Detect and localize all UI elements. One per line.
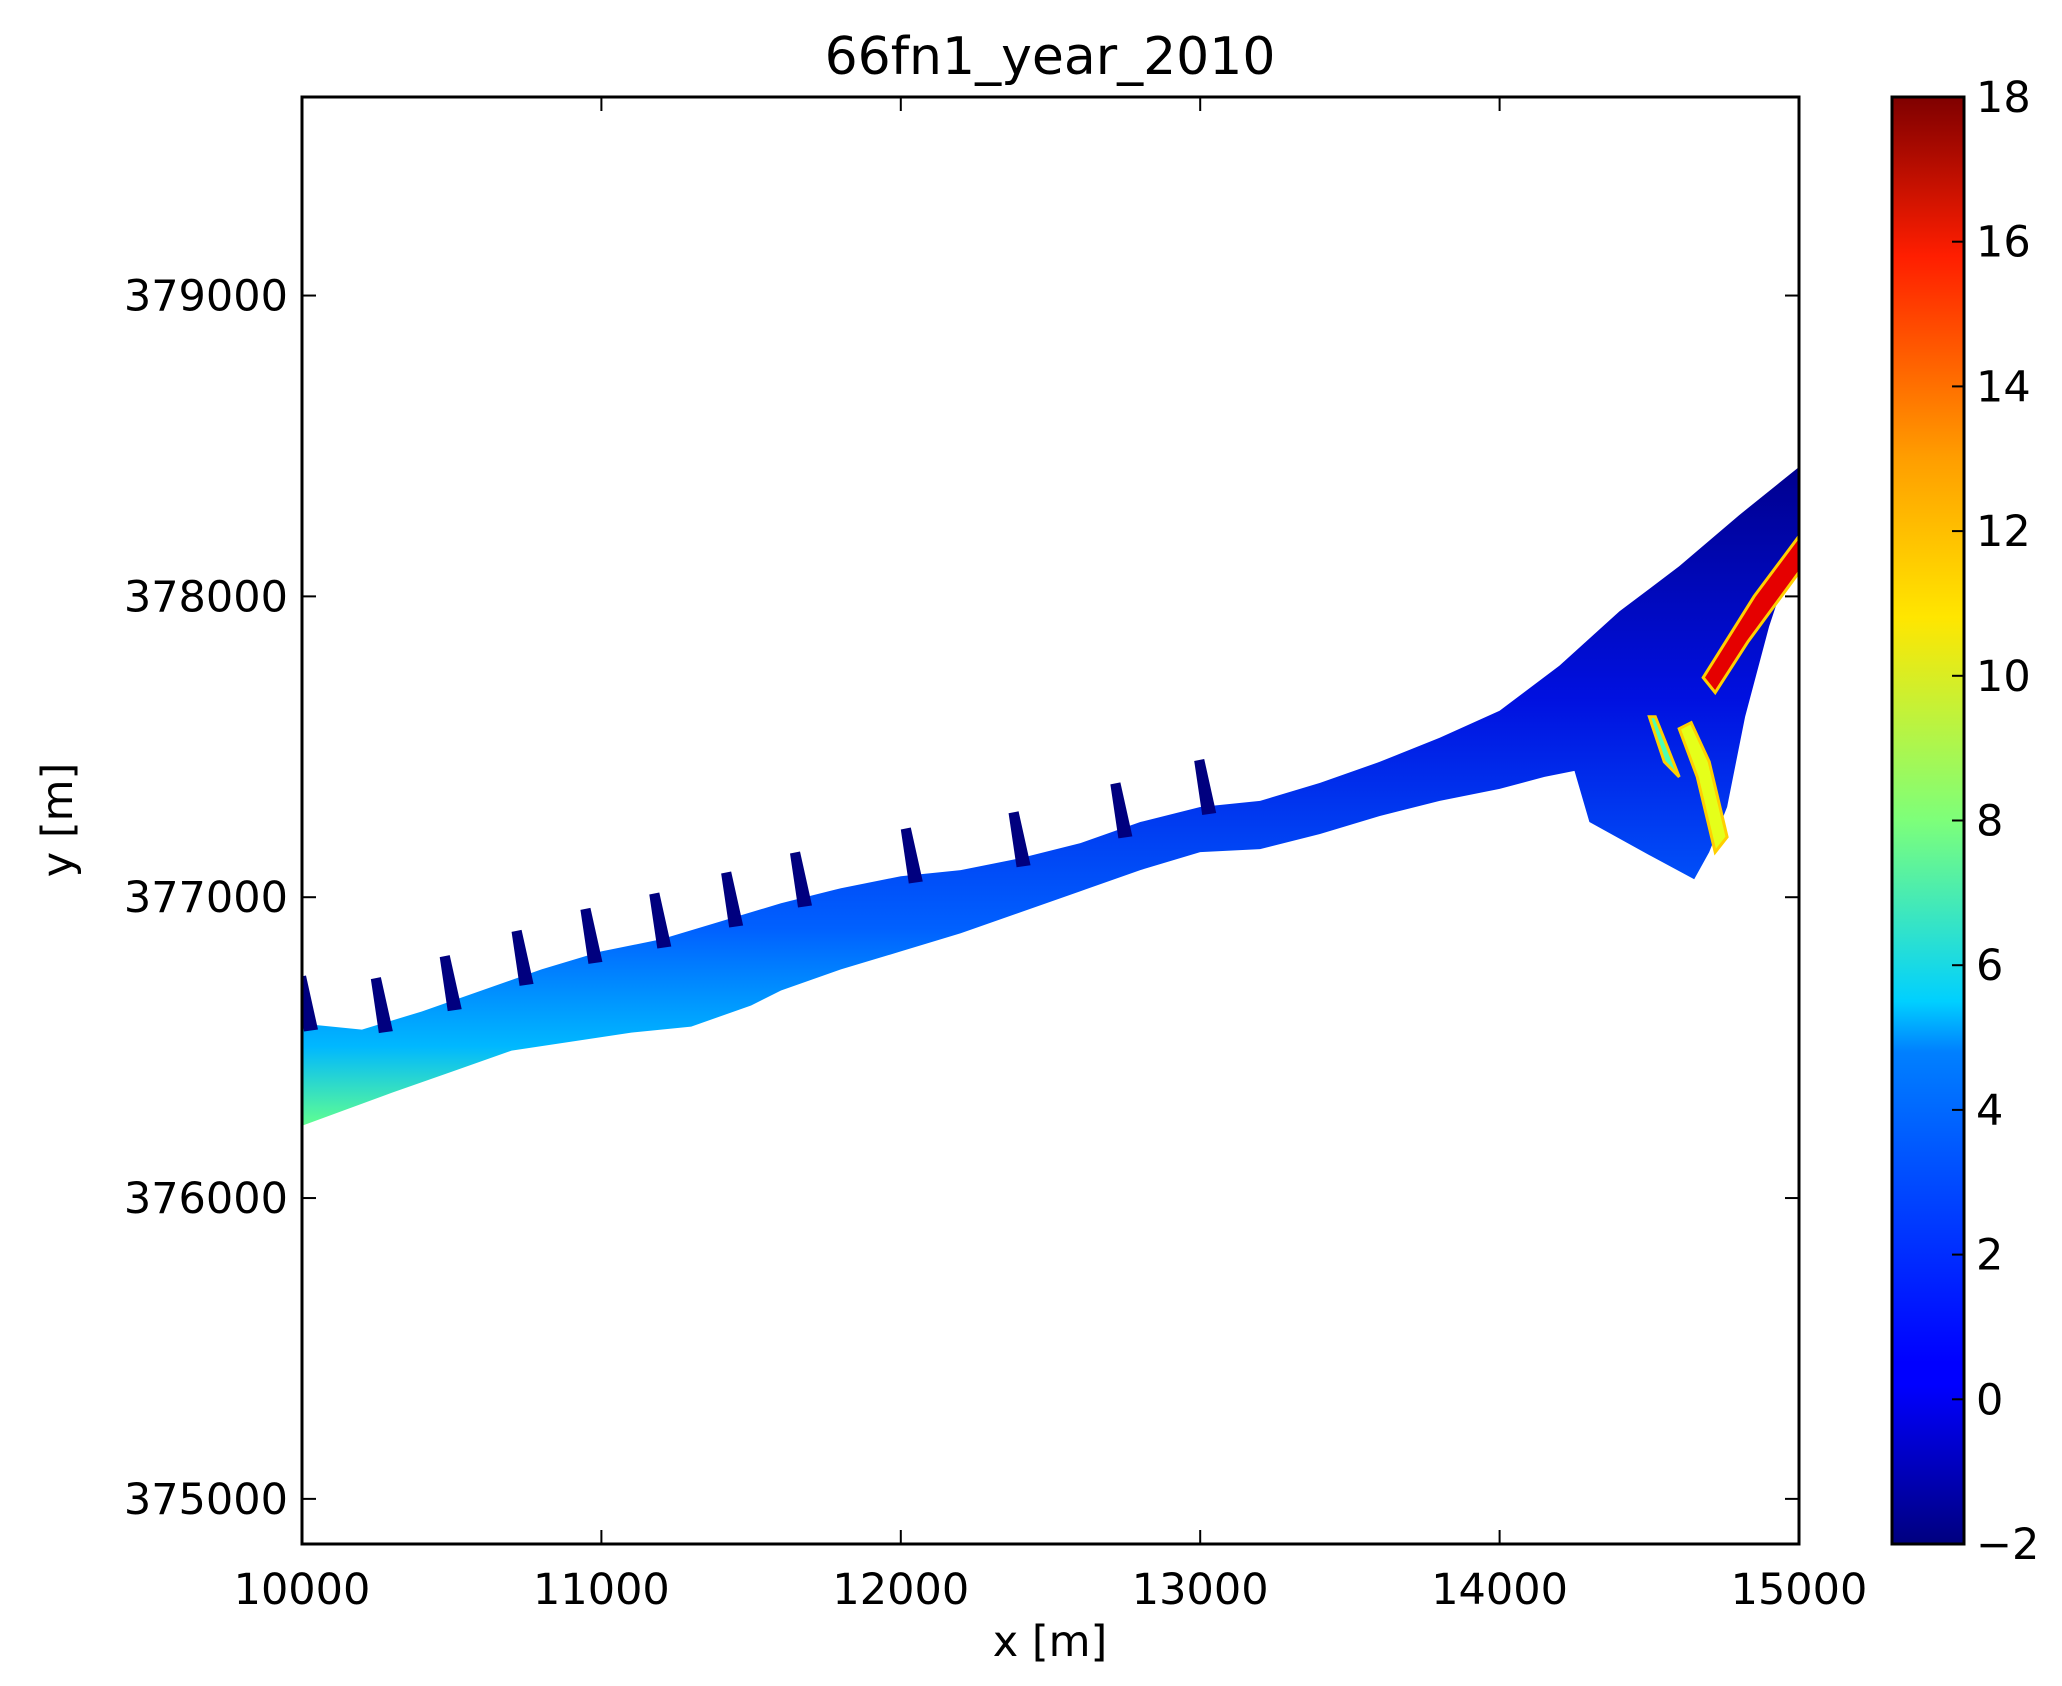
y-tick-label-0: 375000 xyxy=(124,1475,288,1525)
colorbar-tick-label-3: 4 xyxy=(1976,1086,2003,1136)
plot-area: 10000 11000 12000 13000 14000 15000 375000 376… xyxy=(124,95,1868,1615)
x-ticks: 10000 11000 12000 13000 14000 15000 xyxy=(234,97,1868,1615)
colorbar-ticks: −2 0 2 4 6 8 10 12 14 16 18 xyxy=(1952,73,2039,1570)
colorbar-tick-label-2: 2 xyxy=(1976,1231,2003,1281)
colorbar-tick-label-9: 16 xyxy=(1976,218,2031,268)
colorbar-tick-label-8: 14 xyxy=(1976,362,2031,412)
colorbar-tick-label-4: 6 xyxy=(1976,941,2003,991)
heatmap-layer xyxy=(302,467,1799,1126)
groyne-8 xyxy=(900,827,923,884)
x-tick-label-4: 14000 xyxy=(1431,1565,1568,1615)
colorbar-tick-label-6: 10 xyxy=(1976,652,2031,702)
groyne-5 xyxy=(649,892,672,949)
groyne-10 xyxy=(1110,782,1133,839)
plot-background xyxy=(302,97,1799,1544)
x-axis-label: x [m] xyxy=(993,1617,1108,1667)
coastline-band xyxy=(302,467,1799,1126)
x-tick-label-3: 13000 xyxy=(1132,1565,1269,1615)
groyne-11 xyxy=(1194,758,1217,815)
y-tick-label-4: 379000 xyxy=(124,272,288,322)
colorbar-tick-label-7: 12 xyxy=(1976,507,2031,557)
y-tick-label-1: 376000 xyxy=(124,1174,288,1224)
feature-0 xyxy=(1701,533,1799,696)
groyne-2 xyxy=(439,955,462,1012)
groyne-6 xyxy=(721,871,744,928)
chart-title: 66fn1_year_2010 xyxy=(825,27,1276,87)
colorbar-tick-label-0: −2 xyxy=(1976,1520,2039,1570)
groyne-7 xyxy=(790,851,813,908)
y-ticks: 375000 376000 377000 378000 379000 xyxy=(124,272,1799,1525)
feature-1 xyxy=(1677,720,1729,856)
y-tick-label-2: 377000 xyxy=(124,873,288,923)
x-tick-label-2: 12000 xyxy=(832,1565,969,1615)
groyne-4 xyxy=(580,907,603,964)
colorbar-tick-label-10: 18 xyxy=(1976,73,2031,123)
groyne-9 xyxy=(1008,811,1031,868)
plot-frame xyxy=(300,95,1801,1546)
groyne-1 xyxy=(370,977,393,1034)
groyne-3 xyxy=(511,929,534,986)
colorbar-tick-label-5: 8 xyxy=(1976,797,2003,847)
colorbar-frame xyxy=(1890,95,1966,1546)
x-tick-label-1: 11000 xyxy=(533,1565,670,1615)
y-axis-label: y [m] xyxy=(33,763,83,878)
colorbar-tick-label-1: 0 xyxy=(1976,1375,2003,1425)
feature-2 xyxy=(1647,715,1681,778)
y-tick-label-3: 378000 xyxy=(124,572,288,622)
groyne-0 xyxy=(302,975,318,1032)
x-tick-label-5: 15000 xyxy=(1731,1565,1868,1615)
x-tick-label-0: 10000 xyxy=(234,1565,371,1615)
colorbar: −2 0 2 4 6 8 10 12 14 16 18 xyxy=(1890,73,2039,1570)
